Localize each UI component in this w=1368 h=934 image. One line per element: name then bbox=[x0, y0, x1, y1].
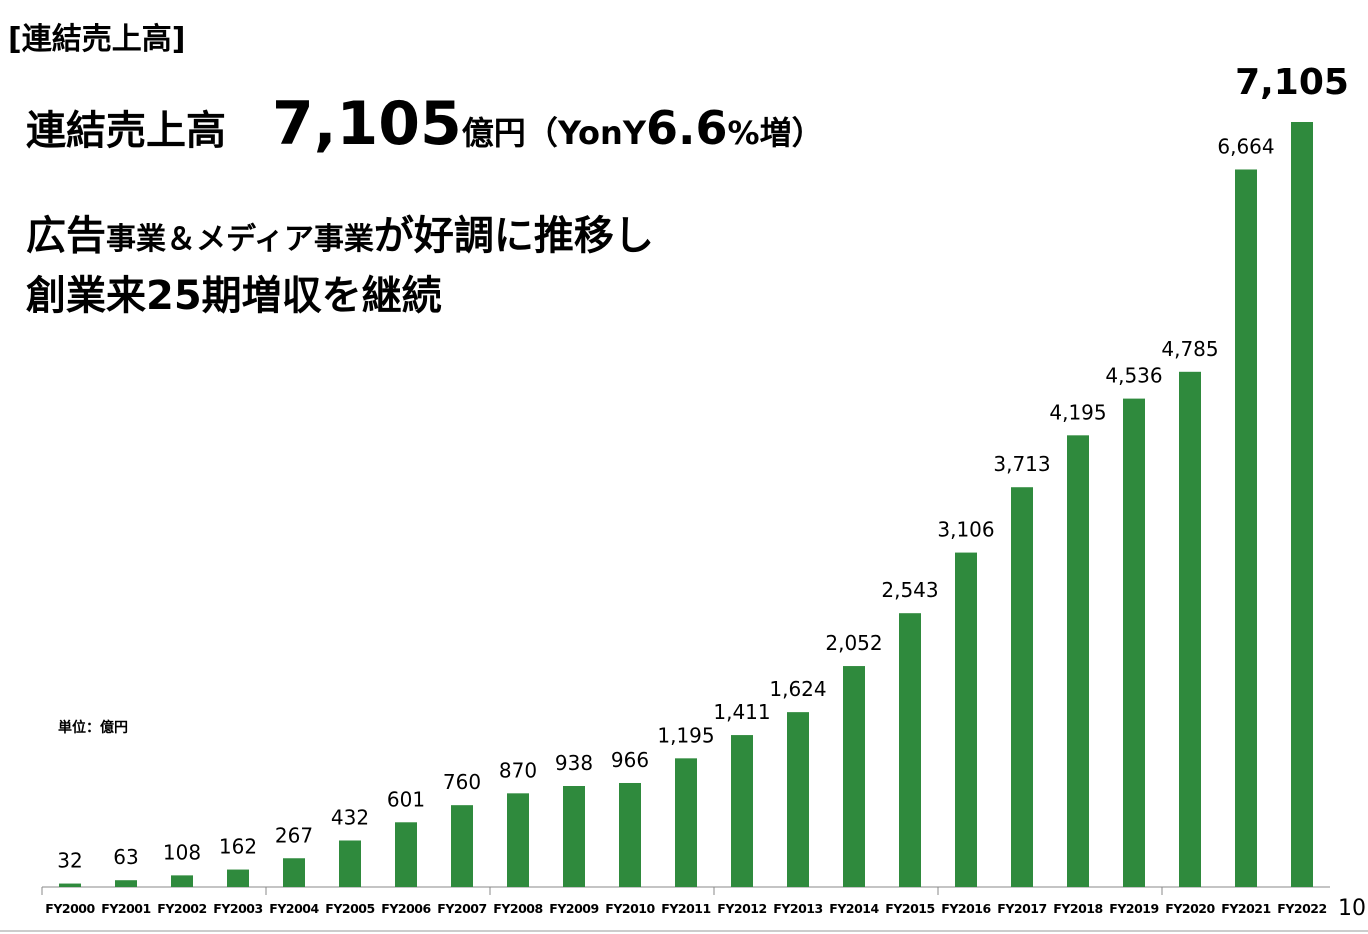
bar bbox=[563, 786, 585, 887]
bar bbox=[227, 869, 249, 887]
x-tick-label: FY2019 bbox=[1109, 901, 1158, 916]
bar bbox=[451, 805, 473, 887]
x-tick-label: FY2001 bbox=[101, 901, 150, 916]
bar bbox=[843, 666, 865, 887]
bar bbox=[1123, 398, 1145, 887]
value-label: 162 bbox=[219, 835, 257, 859]
x-tick-label: FY2016 bbox=[941, 901, 991, 916]
value-label: 432 bbox=[331, 805, 369, 829]
bar bbox=[619, 782, 641, 887]
message: 広告事業＆メディア事業が好調に推移し 創業来25期増収を継続 bbox=[26, 208, 654, 324]
value-label: 1,411 bbox=[713, 700, 770, 724]
x-tick-label: FY2011 bbox=[661, 901, 710, 916]
value-label: 63 bbox=[113, 845, 138, 869]
x-tick-label: FY2015 bbox=[885, 901, 934, 916]
x-tick-label: FY2012 bbox=[717, 901, 766, 916]
x-tick-label: FY2007 bbox=[437, 901, 486, 916]
bar bbox=[283, 858, 305, 887]
bar bbox=[675, 758, 697, 887]
headline-unit: 億円 bbox=[461, 114, 526, 152]
value-label: 2,052 bbox=[825, 631, 882, 655]
value-label: 6,664 bbox=[1217, 134, 1274, 158]
x-tick-label: FY2010 bbox=[605, 901, 655, 916]
value-label-highlight: 7,105 bbox=[1235, 62, 1349, 103]
message-text: が好調に推移し bbox=[373, 213, 654, 259]
x-tick-label: FY2020 bbox=[1165, 901, 1215, 916]
value-label: 108 bbox=[163, 840, 201, 864]
x-tick-label: FY2013 bbox=[773, 901, 822, 916]
x-tick-label: FY2009 bbox=[549, 901, 598, 916]
message-text: 事業＆メディア bbox=[106, 222, 314, 257]
headline-yoy-suffix: %増） bbox=[727, 114, 824, 152]
x-tick-label: FY2022 bbox=[1277, 901, 1326, 916]
value-label: 267 bbox=[275, 823, 313, 847]
bar bbox=[1067, 435, 1089, 887]
bar bbox=[115, 880, 137, 887]
x-tick-label: FY2008 bbox=[493, 901, 542, 916]
value-label: 3,106 bbox=[937, 518, 994, 542]
unit-note: 単位：億円 bbox=[58, 720, 128, 736]
headline-amount: 7,105 bbox=[272, 89, 462, 159]
bar bbox=[339, 840, 361, 887]
value-label: 2,543 bbox=[881, 578, 938, 602]
message-text: 事業 bbox=[313, 222, 374, 257]
bar bbox=[1235, 169, 1257, 887]
x-tick-label: FY2002 bbox=[157, 901, 206, 916]
value-label: 1,195 bbox=[657, 723, 714, 747]
bar bbox=[1179, 371, 1201, 888]
x-tick-label: FY2004 bbox=[269, 901, 319, 916]
bar bbox=[731, 735, 753, 887]
headline-label: 連結売上高 bbox=[26, 108, 226, 154]
x-tick-label: FY2018 bbox=[1053, 901, 1102, 916]
headline-yoy-value: 6.6 bbox=[646, 101, 728, 155]
value-label: 4,536 bbox=[1105, 364, 1162, 388]
x-tick-label: FY2005 bbox=[325, 901, 374, 916]
bar bbox=[395, 822, 417, 887]
headline: 連結売上高 7,105億円（YonY6.6%増） bbox=[26, 88, 824, 175]
value-label: 4,785 bbox=[1161, 337, 1218, 361]
value-label: 870 bbox=[499, 758, 537, 782]
bar bbox=[787, 712, 809, 887]
x-tick-label: FY2014 bbox=[829, 901, 879, 916]
value-label: 601 bbox=[387, 787, 425, 811]
value-label: 938 bbox=[555, 751, 593, 775]
x-tick-label: FY2006 bbox=[381, 901, 431, 916]
bar bbox=[899, 613, 921, 887]
bar bbox=[507, 793, 529, 887]
value-label: 966 bbox=[611, 748, 649, 772]
message-text: 広告 bbox=[26, 213, 106, 259]
value-label: 32 bbox=[57, 849, 82, 873]
page-title: [連結売上高] bbox=[8, 22, 186, 57]
bar bbox=[1291, 122, 1313, 887]
x-tick-label: FY2017 bbox=[997, 901, 1046, 916]
bar bbox=[1011, 487, 1033, 887]
bar bbox=[59, 883, 81, 887]
message-line: 創業来25期増収を継続 bbox=[26, 273, 442, 319]
bar bbox=[955, 552, 977, 887]
value-label: 1,624 bbox=[769, 677, 826, 701]
message-line: 広告事業＆メディア事業が好調に推移し bbox=[26, 208, 654, 268]
value-label: 4,195 bbox=[1049, 400, 1106, 424]
value-label: 760 bbox=[443, 770, 481, 794]
bar bbox=[171, 875, 193, 887]
value-label: 3,713 bbox=[993, 452, 1050, 476]
x-tick-label: FY2003 bbox=[213, 901, 262, 916]
x-tick-label: FY2000 bbox=[45, 901, 95, 916]
x-tick-label: FY2021 bbox=[1221, 901, 1270, 916]
page-number: 10 bbox=[1338, 896, 1366, 921]
headline-yoy: （YonY bbox=[525, 114, 646, 152]
